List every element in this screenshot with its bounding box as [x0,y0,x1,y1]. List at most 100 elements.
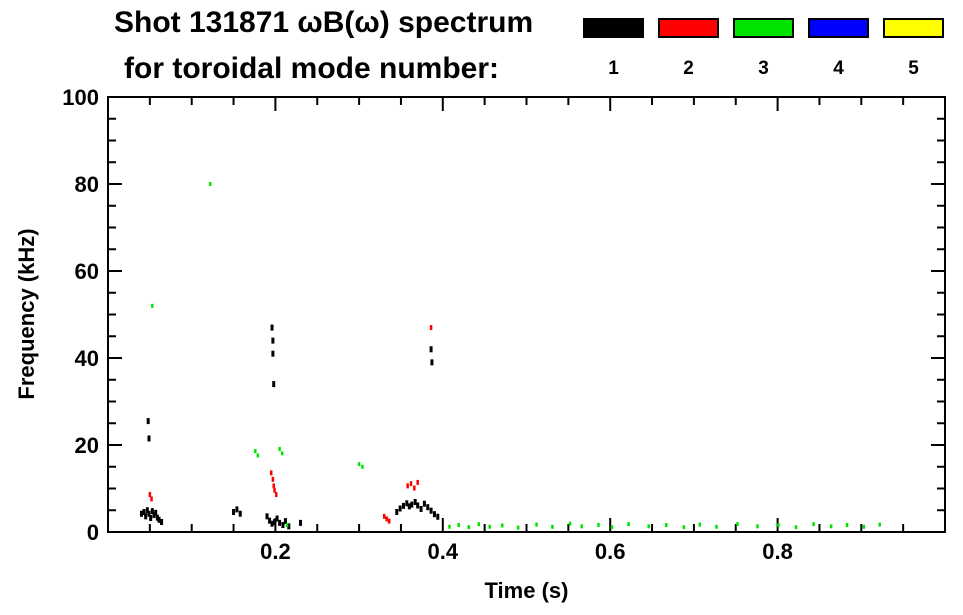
data-mark [285,523,289,528]
series-n3 [151,182,881,530]
data-mark [430,359,434,366]
x-tick-label: 0.8 [762,539,793,564]
legend-swatch-n3 [733,18,794,38]
data-mark [429,325,433,331]
data-mark [150,508,154,515]
data-mark [416,502,420,509]
data-mark [432,511,436,518]
legend-label-n5: 5 [908,58,919,79]
data-mark [647,524,650,529]
data-mark [139,510,143,517]
data-mark [436,513,440,520]
data-mark [270,520,274,527]
data-mark [272,381,276,388]
y-tick-label: 20 [75,433,99,458]
data-mark [878,522,881,527]
legend-swatch-n1 [583,18,644,38]
data-mark [812,522,815,527]
data-mark [448,524,451,529]
legend-swatch-n2 [658,18,719,38]
data-mark [232,508,236,515]
data-mark [407,503,411,510]
data-mark [845,523,849,528]
data-mark [682,525,686,530]
data-mark [150,496,153,502]
data-mark [274,492,278,498]
data-mark [477,522,481,527]
data-mark [149,515,153,522]
data-mark [299,519,303,526]
data-mark [208,182,212,186]
data-mark [281,522,285,529]
plot-title-line2: for toroidal mode number: [124,52,499,85]
data-mark [256,453,260,458]
data-mark [382,513,386,519]
data-mark [273,518,277,525]
data-mark [148,492,152,498]
data-mark [409,481,413,487]
data-mark [361,464,364,469]
data-mark [457,523,460,528]
data-mark [829,524,833,529]
y-tick-label: 60 [75,259,99,284]
data-mark [777,523,780,528]
y-tick-label: 100 [62,85,99,110]
data-mark [516,525,520,530]
data-mark [144,513,148,520]
x-tick-label: 0.4 [428,539,459,564]
data-mark [235,506,239,513]
plot-title-line1: Shot 131871 ωB(ω) spectrum [114,6,534,39]
data-mark [280,451,284,456]
legend-labels: 1 2 3 4 5 [583,58,944,80]
data-mark [580,524,583,529]
data-mark [426,504,430,511]
data-mark [665,523,668,528]
data-mark [265,513,269,520]
data-mark [151,303,154,308]
data-mark [401,502,405,509]
data-mark [268,517,272,524]
data-mark [287,523,291,530]
legend-swatch-n5 [883,18,944,38]
data-mark [271,350,275,357]
data-mark [238,510,242,517]
data-mark [405,500,409,507]
data-mark [715,524,718,529]
series-n2 [148,325,433,524]
data-mark [416,479,419,485]
data-mark [413,485,416,491]
data-mark [385,516,388,522]
data-mark [488,524,491,529]
plot-frame [107,96,946,533]
data-mark [736,522,739,527]
data-mark [410,501,414,508]
data-mark [698,522,702,527]
data-mark [271,476,275,482]
data-mark [283,518,287,525]
data-mark [535,522,538,527]
data-mark [413,498,417,505]
legend-label-n4: 4 [833,58,844,79]
data-mark [406,483,409,489]
data-mark [147,435,151,442]
data-mark [610,525,614,530]
data-mark [273,487,276,493]
data-mark [155,514,159,521]
data-mark [278,519,282,526]
legend-label-n3: 3 [758,58,769,79]
y-tick-label: 80 [75,172,99,197]
legend-swatch-n4 [808,18,869,38]
data-mark [794,525,798,530]
y-tick-label: 0 [87,520,99,545]
data-mark [551,524,554,529]
data-mark [862,524,866,529]
legend-label-n1: 1 [608,58,619,79]
data-mark [422,500,426,507]
data-mark [269,470,273,476]
data-mark [160,518,164,525]
data-mark [152,512,156,519]
data-mark [500,523,504,528]
x-axis-label: Time (s) [484,578,569,603]
